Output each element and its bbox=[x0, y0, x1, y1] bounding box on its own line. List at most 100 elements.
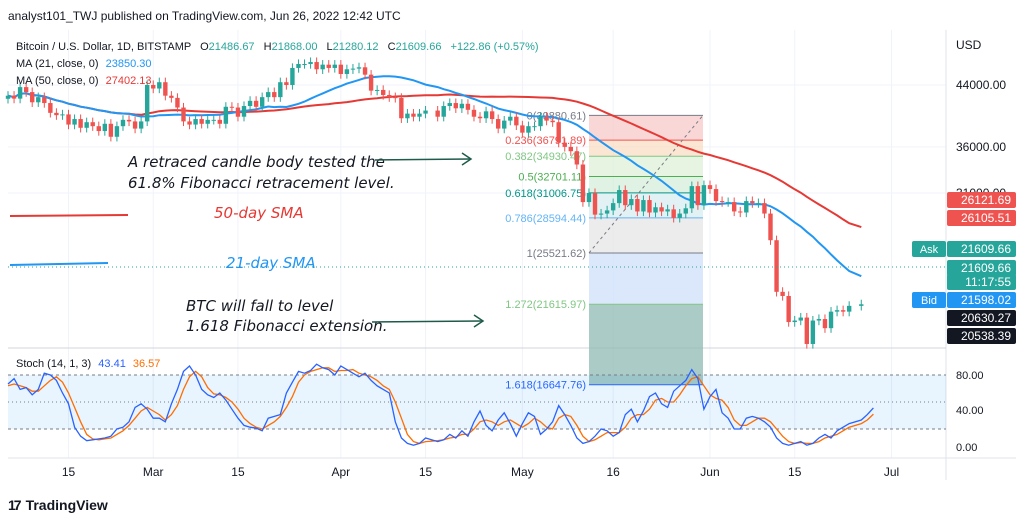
candle-body bbox=[405, 113, 410, 119]
candle-body bbox=[538, 116, 543, 127]
candle-body bbox=[205, 119, 210, 124]
candle-body bbox=[707, 185, 713, 190]
candle-body bbox=[780, 291, 785, 296]
price-scale-labels: 26121.6926105.5121609.66Ask21609.6611:17… bbox=[912, 192, 1016, 344]
candle-body bbox=[677, 213, 682, 218]
candle-body bbox=[253, 100, 259, 107]
publisher-line: analyst101_TWJ published on TradingView.… bbox=[8, 9, 401, 23]
candle-body bbox=[144, 85, 150, 122]
footer-brand[interactable]: 17 TradingView bbox=[8, 497, 108, 513]
high-value: 21868.00 bbox=[272, 41, 318, 53]
extension-annotation-line-1: BTC will fall to level bbox=[186, 297, 334, 315]
candle-body bbox=[822, 319, 828, 329]
fib-zone bbox=[589, 176, 703, 193]
stoch-legend-label: Stoch (14, 1, 3) bbox=[16, 358, 91, 370]
candle-body bbox=[725, 202, 731, 204]
candle-body bbox=[296, 64, 301, 68]
time-tick-label: Jul bbox=[884, 465, 899, 479]
candle-body bbox=[792, 320, 797, 323]
candle-body bbox=[338, 64, 344, 74]
candle-body bbox=[610, 203, 616, 211]
candle-body bbox=[786, 295, 791, 323]
time-tick-label: Apr bbox=[331, 465, 350, 479]
candle-body bbox=[508, 116, 513, 121]
low-label: L bbox=[327, 41, 333, 53]
candle-body bbox=[689, 186, 695, 209]
time-tick-label: Jun bbox=[700, 465, 719, 479]
candle-body bbox=[453, 103, 459, 109]
candle-body bbox=[290, 67, 295, 85]
retrace-annotation-line-2: 61.8% Fibonacci retracement level. bbox=[128, 174, 395, 192]
ma50-legend-label: MA (50, close, 0) bbox=[16, 75, 99, 87]
candle-body bbox=[120, 119, 126, 127]
candle-body bbox=[532, 126, 537, 128]
ma50-legend[interactable]: MA (50, close, 0) 27402.13 bbox=[16, 75, 152, 87]
extension-arrow bbox=[371, 320, 483, 323]
candle-body bbox=[713, 189, 719, 202]
price-label-value: 20538.39 bbox=[961, 329, 1011, 343]
fib-level-label: 0.236(36791.89) bbox=[505, 135, 586, 147]
open-value: 21486.67 bbox=[209, 41, 255, 53]
candle-body bbox=[744, 201, 749, 213]
candle-body bbox=[96, 126, 101, 132]
price-label-box bbox=[947, 292, 1016, 308]
price-label-value: 11:17:55 bbox=[965, 275, 1011, 289]
candle-body bbox=[126, 119, 132, 122]
fibonacci-retracement[interactable]: 0(39880.61)0.236(36791.89)0.382(34930.47… bbox=[505, 110, 704, 392]
candle-body bbox=[66, 114, 71, 125]
candle-body bbox=[308, 62, 313, 65]
candle-body bbox=[320, 64, 325, 70]
candle-body bbox=[641, 200, 646, 212]
time-axis[interactable]: 15 Mar 15 Apr 15 May 16 Jun 15 Jul bbox=[62, 465, 899, 479]
price-tick-label: 36000.00 bbox=[956, 140, 1006, 154]
candle-body bbox=[441, 106, 446, 117]
candle-body bbox=[60, 114, 65, 116]
candle-body bbox=[350, 68, 356, 70]
candle-body bbox=[629, 199, 634, 206]
price-label-box bbox=[947, 310, 1016, 326]
candle-body bbox=[840, 310, 846, 312]
candle-body bbox=[17, 87, 23, 99]
candle-body bbox=[719, 201, 725, 203]
candle-body bbox=[326, 64, 331, 68]
ma21-legend-label: MA (21, close, 0) bbox=[16, 58, 99, 70]
price-tick-label: 44000.00 bbox=[956, 78, 1006, 92]
open-label: O bbox=[200, 41, 209, 53]
candle-body bbox=[592, 193, 598, 215]
candle-body bbox=[762, 203, 767, 214]
candle-body bbox=[241, 106, 247, 117]
candle-body bbox=[423, 110, 428, 114]
candle-body bbox=[665, 209, 670, 212]
fib-zone bbox=[589, 156, 703, 177]
candle-body bbox=[157, 82, 162, 89]
candle-body bbox=[272, 92, 277, 98]
candle-body bbox=[471, 109, 477, 117]
ohlc-header: Bitcoin / U.S. Dollar, 1D, BITSTAMP O214… bbox=[16, 41, 539, 53]
stoch-axis-40: 40.00 bbox=[956, 405, 984, 417]
candle-body bbox=[175, 97, 180, 108]
fib-level-label: 1.618(16647.76) bbox=[505, 380, 586, 392]
stoch-axis-0: 0.00 bbox=[956, 442, 977, 454]
ma21-legend[interactable]: MA (21, close, 0) 23850.30 bbox=[16, 58, 152, 70]
candle-body bbox=[695, 186, 701, 206]
fib-zone bbox=[589, 252, 703, 305]
candle-body bbox=[132, 121, 138, 129]
candle-body bbox=[526, 126, 531, 133]
fib-zone bbox=[589, 304, 703, 385]
price-label-value: 26121.69 bbox=[961, 193, 1011, 207]
price-label-value: 21609.66 bbox=[961, 242, 1011, 256]
candle-body bbox=[302, 64, 307, 66]
time-tick-label: 15 bbox=[788, 465, 802, 479]
stoch-axis-80: 80.00 bbox=[956, 370, 984, 382]
price-tag-box bbox=[912, 241, 946, 257]
stoch-legend[interactable]: Stoch (14, 1, 3) 43.41 36.57 bbox=[16, 358, 160, 370]
candle-body bbox=[828, 311, 834, 329]
retrace-annotation-line-1: A retraced candle body tested the bbox=[127, 153, 385, 171]
candle-body bbox=[544, 116, 549, 121]
price-label-value: 21598.02 bbox=[961, 293, 1011, 307]
price-tag-label: Bid bbox=[921, 295, 937, 307]
time-tick-label: 15 bbox=[62, 465, 76, 479]
candle-body bbox=[774, 240, 779, 292]
